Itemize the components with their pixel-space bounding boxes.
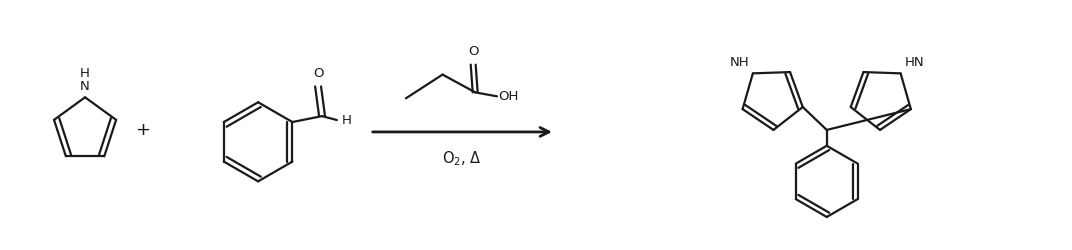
Text: NH: NH (729, 56, 749, 70)
Text: O: O (313, 66, 324, 80)
Text: O: O (468, 45, 478, 58)
Text: O$_2$, $\Delta$: O$_2$, $\Delta$ (443, 150, 482, 169)
Text: N: N (80, 80, 90, 93)
Text: H: H (80, 66, 90, 80)
Text: H: H (342, 114, 352, 126)
Text: +: + (135, 121, 150, 139)
Text: HN: HN (905, 56, 924, 70)
Text: OH: OH (497, 90, 518, 103)
